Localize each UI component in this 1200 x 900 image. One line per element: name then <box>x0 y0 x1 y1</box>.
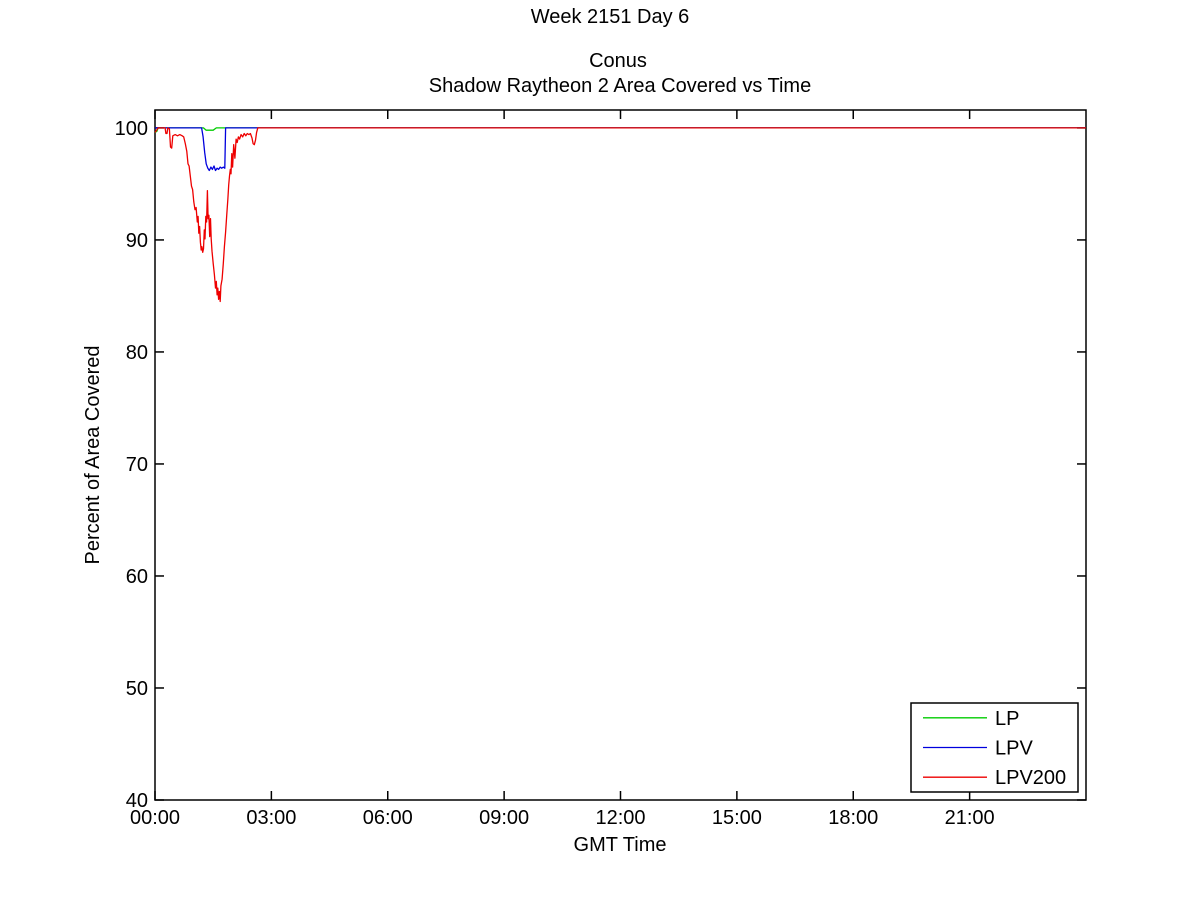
x-tick-label: 09:00 <box>479 807 529 829</box>
x-tick-label: 15:00 <box>712 807 762 829</box>
x-axis-label: GMT Time <box>574 834 667 856</box>
legend-label-lpv200: LPV200 <box>995 767 1066 789</box>
chart-subtitle: Shadow Raytheon 2 Area Covered vs Time <box>429 75 811 97</box>
x-tick-label: 06:00 <box>363 807 413 829</box>
y-tick-label: 40 <box>126 790 148 812</box>
y-tick-label: 80 <box>126 342 148 364</box>
x-tick-label: 03:00 <box>246 807 296 829</box>
legend-label-lpv: LPV <box>995 738 1033 760</box>
y-tick-label: 100 <box>115 118 148 140</box>
suptitle: Week 2151 Day 6 <box>531 6 690 28</box>
y-axis-label: Percent of Area Covered <box>82 345 104 564</box>
y-tick-label: 50 <box>126 678 148 700</box>
series-lpv200-line <box>154 127 1086 303</box>
x-tick-label: 18:00 <box>828 807 878 829</box>
axes-box <box>154 109 1087 801</box>
y-tick-label: 60 <box>126 566 148 588</box>
x-tick-label: 21:00 <box>945 807 995 829</box>
series-lpv-line <box>155 127 1086 172</box>
chart-title: Conus <box>589 50 647 72</box>
y-tick-label: 70 <box>126 454 148 476</box>
x-tick-label: 00:00 <box>130 807 180 829</box>
x-tick-label: 12:00 <box>595 807 645 829</box>
legend-label-lp: LP <box>995 708 1019 730</box>
plot-area: 00:00 03:00 06:00 09:00 12:00 15:00 18:00 21:00… <box>115 109 1087 829</box>
series-lp-line <box>154 127 1086 133</box>
y-tick-label: 90 <box>126 230 148 252</box>
